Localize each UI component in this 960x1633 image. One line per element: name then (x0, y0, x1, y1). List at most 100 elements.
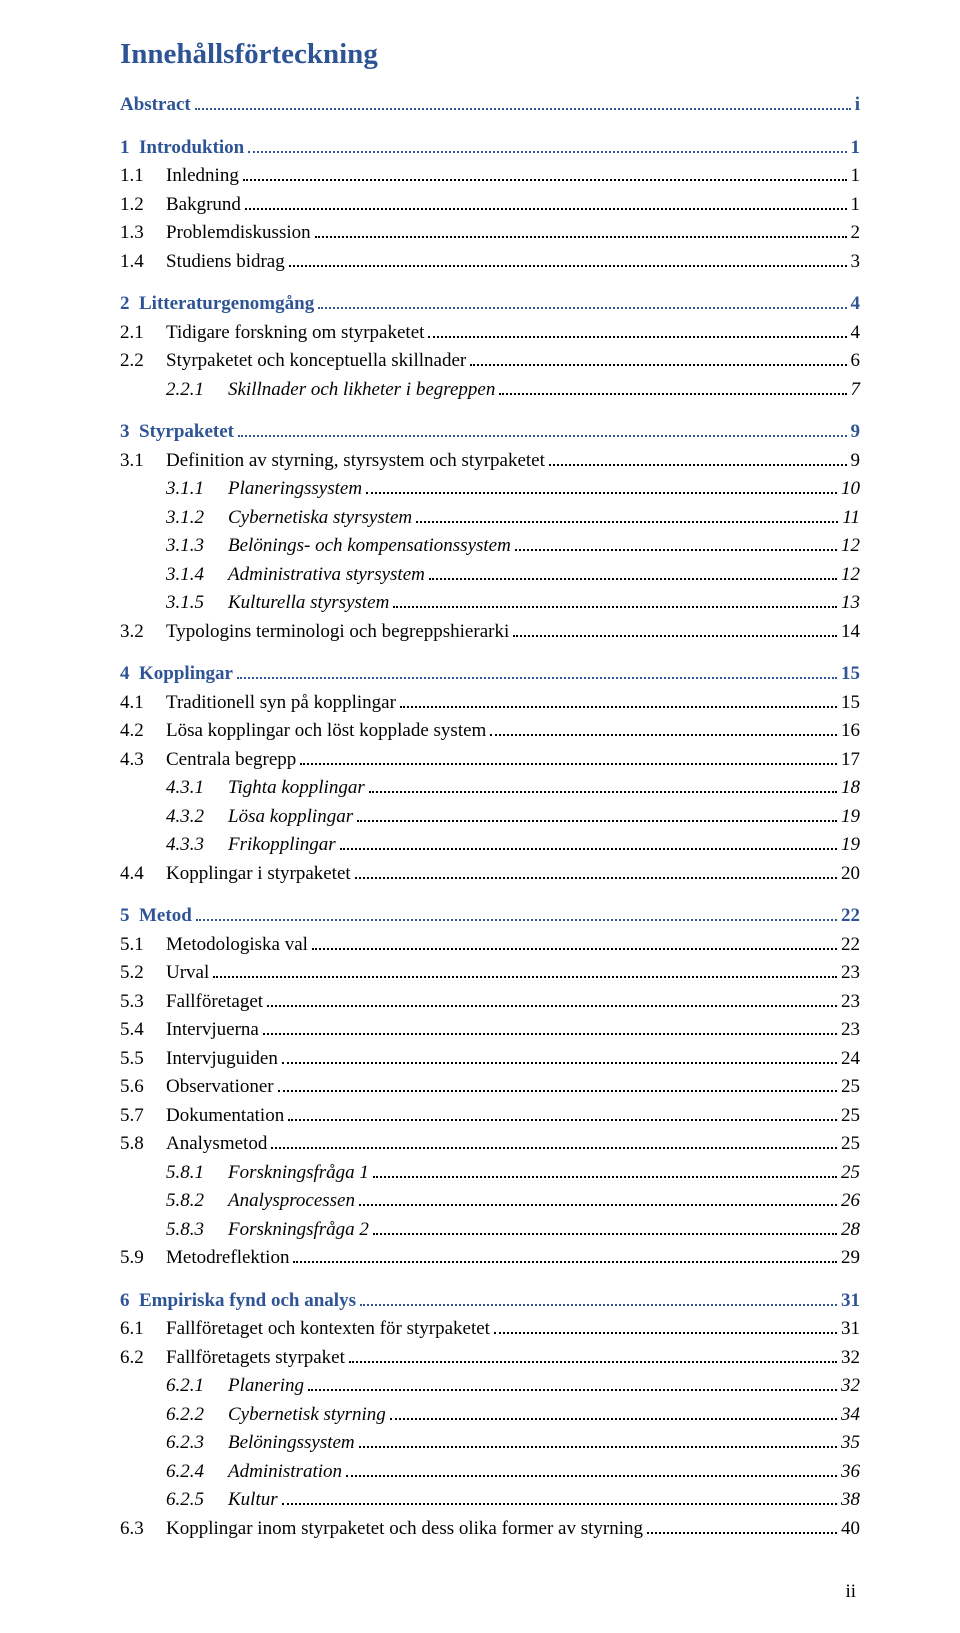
toc-entry-page: 25 (841, 1159, 860, 1188)
toc-entry-text: Lösa kopplingar (228, 803, 353, 832)
toc-entry: 5.8.3Forskningsfråga 2 28 (120, 1216, 860, 1245)
toc-leader (340, 848, 837, 850)
toc-entry-text: Frikopplingar (228, 831, 336, 860)
toc-entry-text: Urval (166, 959, 209, 988)
toc-entry-page: 1 (851, 162, 861, 191)
toc-entry-number: 5.2 (120, 959, 166, 988)
toc-leader (282, 1062, 837, 1064)
toc-entry-number: 5 (120, 902, 130, 931)
toc-entry: 6 Empiriska fynd och analys 31 (120, 1287, 860, 1316)
toc-entry-page: 15 (841, 689, 860, 718)
toc-entry-text: Intervjuguiden (166, 1045, 278, 1074)
toc-leader (369, 791, 837, 793)
toc-entry-page: 25 (841, 1130, 860, 1159)
toc-entry-number: 5.7 (120, 1102, 166, 1131)
toc-leader (195, 108, 851, 110)
toc-entry-text: Metodreflektion (166, 1244, 289, 1273)
toc-entry-number: 4.3.1 (166, 774, 228, 803)
toc-entry-page: 19 (841, 803, 860, 832)
toc-entry: 6.2.2Cybernetisk styrning 34 (120, 1401, 860, 1430)
toc-leader (288, 1119, 837, 1121)
toc-entry: 3.1.3Belönings- och kompensationssystem … (120, 532, 860, 561)
toc-entry-text: Cybernetiska styrsystem (228, 504, 412, 533)
toc-entry-number: 6.2 (120, 1344, 166, 1373)
toc-entry-page: 31 (841, 1287, 860, 1316)
toc-leader (390, 1418, 837, 1420)
toc-leader (429, 578, 837, 580)
toc-entry-text: Cybernetisk styrning (228, 1401, 386, 1430)
toc-leader (282, 1503, 837, 1505)
toc-entry: 1 Introduktion 1 (120, 134, 860, 163)
toc-entry-number: 4.4 (120, 860, 166, 889)
toc-entry-page: 25 (841, 1102, 860, 1131)
toc-leader (647, 1532, 837, 1534)
toc-leader (360, 1304, 837, 1306)
toc-entry: 5.3Fallföretaget 23 (120, 988, 860, 1017)
toc-entry-text: Administrativa styrsystem (228, 561, 425, 590)
toc-entry-text: Bakgrund (166, 191, 241, 220)
toc-leader (373, 1233, 837, 1235)
toc-entry: 5.9Metodreflektion 29 (120, 1244, 860, 1273)
toc-leader (499, 393, 846, 395)
toc-leader (278, 1090, 837, 1092)
toc-entry-number: 5.4 (120, 1016, 166, 1045)
toc-entry-page: 14 (841, 618, 860, 647)
toc-entry: 3.2Typologins terminologi och begreppshi… (120, 618, 860, 647)
toc-entry: 1.2Bakgrund 1 (120, 191, 860, 220)
toc-entry-text: Planering (228, 1372, 304, 1401)
toc-entry-page: 19 (841, 831, 860, 860)
toc-entry-number: 3.1 (120, 447, 166, 476)
toc-leader (400, 706, 837, 708)
toc-entry-number: 5.8 (120, 1130, 166, 1159)
toc-leader (300, 763, 837, 765)
toc-entry: 5.6Observationer 25 (120, 1073, 860, 1102)
toc-entry-number: 3.2 (120, 618, 166, 647)
toc-entry-number: 3.1.2 (166, 504, 228, 533)
toc-entry: 3.1.4Administrativa styrsystem 12 (120, 561, 860, 590)
toc-leader (293, 1261, 837, 1263)
toc-entry: 4.3.1Tighta kopplingar 18 (120, 774, 860, 803)
toc-entry-page: 9 (851, 447, 861, 476)
toc-entry: 5.7Dokumentation 25 (120, 1102, 860, 1131)
toc-entry-text: Centrala begrepp (166, 746, 296, 775)
toc-leader (428, 336, 846, 338)
toc-entry-page: 29 (841, 1244, 860, 1273)
toc-leader (238, 435, 847, 437)
toc-entry-page: 6 (851, 347, 861, 376)
toc-entry-number: 1.1 (120, 162, 166, 191)
toc-entry-text: Abstract (120, 91, 191, 120)
toc-leader (267, 1005, 837, 1007)
toc-entry-text: Lösa kopplingar och löst kopplade system (166, 717, 486, 746)
toc-entry-number: 3.1.1 (166, 475, 228, 504)
toc-entry: 2 Litteraturgenomgång 4 (120, 290, 860, 319)
toc-entry-text: Belöningssystem (228, 1429, 355, 1458)
toc-entry-number: 4.3 (120, 746, 166, 775)
toc-entry: 6.2.4Administration 36 (120, 1458, 860, 1487)
toc-entry-page: 12 (841, 532, 860, 561)
toc-entry: 1.1Inledning 1 (120, 162, 860, 191)
toc-entry-number: 6.2.4 (166, 1458, 228, 1487)
toc-entry-page: 16 (841, 717, 860, 746)
toc-entry-page: 36 (841, 1458, 860, 1487)
toc-entry-page: 22 (841, 902, 860, 931)
toc-entry-page: 25 (841, 1073, 860, 1102)
toc-entry: 3.1.2Cybernetiska styrsystem 11 (120, 504, 860, 533)
toc-entry-page: 22 (841, 931, 860, 960)
toc-entry: 4.2Lösa kopplingar och löst kopplade sys… (120, 717, 860, 746)
toc-entry-page: 23 (841, 959, 860, 988)
toc-entry: 3 Styrpaketet 9 (120, 418, 860, 447)
toc-entry-number: 6.2.3 (166, 1429, 228, 1458)
toc-entry-number: 3.1.5 (166, 589, 228, 618)
toc-entry-page: 13 (841, 589, 860, 618)
toc-entry-text: Styrpaketet (139, 418, 234, 447)
toc-entry-text: Belönings- och kompensationssystem (228, 532, 511, 561)
toc-entry-text: Problemdiskussion (166, 219, 311, 248)
toc-entry-page: 32 (841, 1344, 860, 1373)
toc-entry-text: Empiriska fynd och analys (139, 1287, 356, 1316)
toc-entry-text: Observationer (166, 1073, 274, 1102)
toc-entry-text: Introduktion (139, 134, 244, 163)
toc-entry-number: 2 (120, 290, 130, 319)
toc-entry-page: 34 (841, 1401, 860, 1430)
toc-entry: Abstract i (120, 91, 860, 120)
toc-entry-page: 1 (851, 191, 861, 220)
